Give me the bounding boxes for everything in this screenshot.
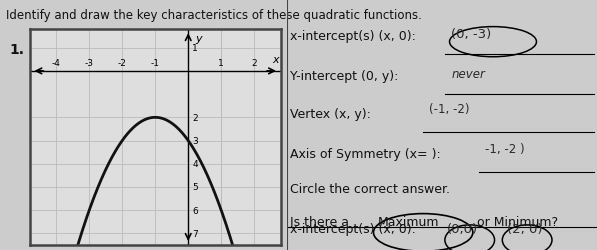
Text: -1: -1 [150,58,160,68]
Text: Identify and draw the key characteristics of these quadratic functions.: Identify and draw the key characteristic… [6,8,422,22]
Text: Circle the correct answer.: Circle the correct answer. [290,182,450,196]
Text: Is there a: Is there a [290,215,353,228]
Text: (0,0): (0,0) [447,222,478,235]
Text: -4: -4 [52,58,61,68]
Text: 5: 5 [192,183,198,192]
Text: 1: 1 [219,58,224,68]
Text: never: never [451,68,485,80]
Text: 2: 2 [251,58,257,68]
Text: x-intercept(s) (x, 0):: x-intercept(s) (x, 0): [290,30,416,43]
Text: 1.: 1. [9,43,24,57]
Text: 3: 3 [192,136,198,145]
Text: -2: -2 [118,58,127,68]
Text: (-1, -2): (-1, -2) [429,102,470,116]
Text: (2, 0): (2, 0) [507,222,543,235]
Text: -3: -3 [85,58,94,68]
Text: or Minimum?: or Minimum? [473,215,558,228]
Text: Y-intercept (0, y):: Y-intercept (0, y): [290,70,398,83]
Text: x-intercept(s) (x, 0):: x-intercept(s) (x, 0): [290,222,416,235]
Text: Axis of Symmetry (x= ):: Axis of Symmetry (x= ): [290,148,441,160]
Text: x: x [272,55,279,65]
Text: Vertex (x, y):: Vertex (x, y): [290,108,371,120]
Text: 4: 4 [192,160,198,168]
Text: Maximum: Maximum [378,215,439,228]
Text: 2: 2 [192,113,198,122]
Text: y: y [195,34,201,43]
Text: 7: 7 [192,229,198,238]
Text: -1, -2 ): -1, -2 ) [485,142,525,156]
Text: (0, -3): (0, -3) [451,28,491,40]
Text: 6: 6 [192,206,198,215]
Text: 1: 1 [192,44,198,53]
